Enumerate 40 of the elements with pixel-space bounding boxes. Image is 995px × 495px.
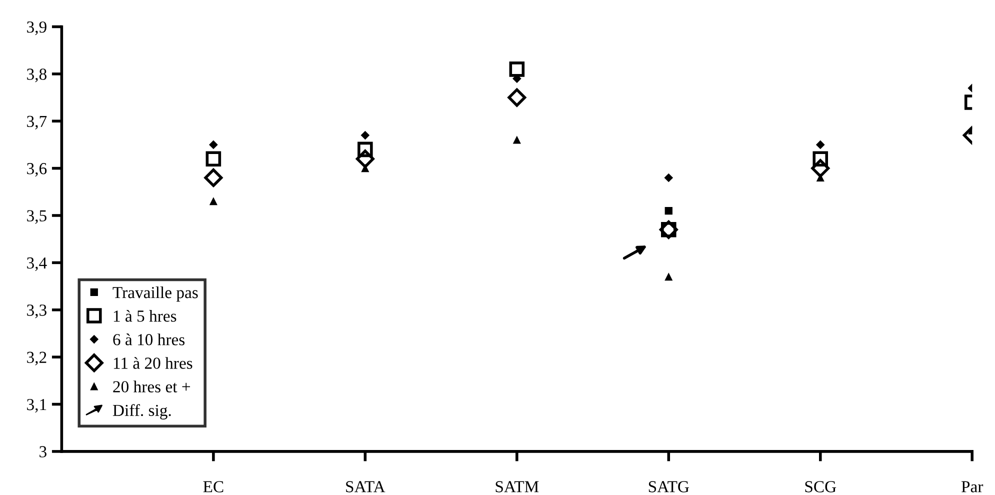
legend-label: 20 hres et +	[113, 380, 190, 392]
annotation: Diff. sig.	[112, 404, 171, 420]
y-tick-label: 3	[40, 446, 46, 458]
x-tick-label: EC	[203, 481, 224, 492]
y-tick-label: 3,5	[27, 210, 46, 224]
y-tick-label: 3,1	[27, 398, 46, 413]
legend-label: 6 à 10 hres	[113, 334, 185, 346]
point	[508, 88, 526, 107]
point	[664, 173, 673, 182]
y-tick-label: 3,2	[27, 352, 46, 366]
point	[206, 151, 222, 167]
point	[513, 136, 521, 144]
y-tick-label: 3,4	[27, 257, 47, 272]
point	[664, 273, 672, 281]
y-tick-label: 3,9	[27, 21, 46, 36]
y-tick-label: 3,6	[27, 163, 47, 177]
x-tick-label: SATA	[346, 481, 386, 492]
y-tick-label: 3,3	[27, 304, 46, 318]
point	[816, 174, 824, 182]
x-tick-label: SATM	[496, 481, 539, 492]
x-tick-label: Par	[961, 481, 984, 492]
point	[209, 140, 218, 149]
legend-label: 1 à 5 hres	[114, 310, 176, 322]
point	[361, 164, 369, 172]
x-tick-label: SATG	[648, 481, 689, 492]
legend-label: 11 à 20 hres	[114, 357, 192, 369]
point	[210, 198, 218, 206]
point	[360, 130, 370, 140]
legend-label: Travaille pas	[112, 286, 198, 302]
point	[509, 62, 525, 77]
point	[811, 159, 830, 178]
y-tick-label: 3,7	[27, 116, 47, 130]
point	[204, 168, 223, 187]
point	[664, 206, 672, 215]
x-tick-label: SCG	[805, 481, 836, 492]
point	[816, 140, 825, 149]
point	[356, 150, 374, 168]
point	[358, 142, 373, 158]
point	[812, 151, 828, 167]
y-tick-label: 3,8	[27, 68, 46, 82]
